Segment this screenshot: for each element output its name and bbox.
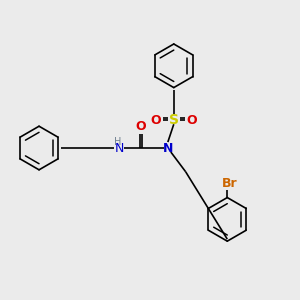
Text: O: O — [151, 114, 161, 127]
Text: S: S — [169, 113, 179, 127]
Text: O: O — [186, 114, 197, 127]
Text: H: H — [114, 137, 122, 147]
Text: O: O — [136, 120, 146, 133]
Text: N: N — [114, 142, 124, 154]
Text: N: N — [163, 142, 173, 154]
Text: Br: Br — [221, 177, 237, 190]
